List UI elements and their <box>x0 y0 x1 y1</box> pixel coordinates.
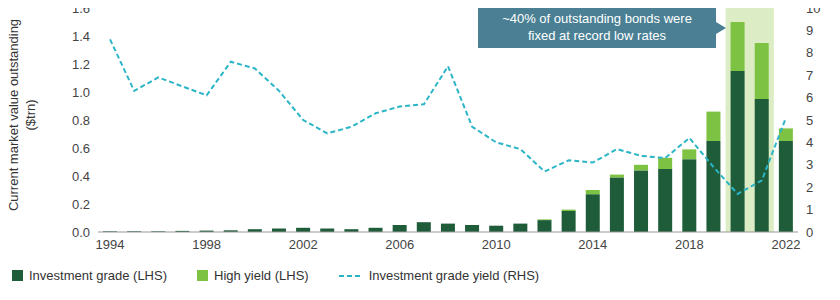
svg-text:2: 2 <box>806 180 813 195</box>
svg-text:3: 3 <box>806 157 813 172</box>
svg-text:0.4: 0.4 <box>72 169 90 184</box>
svg-text:2010: 2010 <box>482 237 511 252</box>
html-text:Current market value outstandi: Current market value outstanding ($trn) <box>6 18 38 212</box>
svg-text:1.2: 1.2 <box>72 57 90 72</box>
svg-text:9: 9 <box>806 23 813 38</box>
svg-text:1998: 1998 <box>192 237 221 252</box>
svg-text:2002: 2002 <box>289 237 318 252</box>
html-text:~40% of outstanding bonds were: ~40% of outstanding bonds were fixed at … <box>502 11 692 43</box>
svg-text:4: 4 <box>806 135 813 150</box>
html-text:Investment grade yield (RHS): Investment grade yield (RHS) <box>368 268 540 283</box>
svg-text:0.8: 0.8 <box>72 113 90 128</box>
svg-text:1.0: 1.0 <box>72 85 90 100</box>
svg-text:2018: 2018 <box>675 237 704 252</box>
html-text:High yield (LHS): High yield (LHS) <box>214 268 309 283</box>
svg-text:0.2: 0.2 <box>72 197 90 212</box>
svg-text:1: 1 <box>806 202 813 217</box>
svg-text:0: 0 <box>806 225 813 240</box>
svg-text:2022: 2022 <box>771 237 800 252</box>
html-text:Investment grade (LHS): Investment grade (LHS) <box>29 268 167 283</box>
svg-text:1994: 1994 <box>96 237 125 252</box>
svg-text:1.4: 1.4 <box>72 29 90 44</box>
svg-text:7: 7 <box>806 68 813 83</box>
svg-text:0.0: 0.0 <box>72 225 90 240</box>
svg-text:2006: 2006 <box>385 237 414 252</box>
svg-text:5: 5 <box>806 113 813 128</box>
svg-text:2014: 2014 <box>578 237 607 252</box>
svg-text:6: 6 <box>806 90 813 105</box>
svg-text:8: 8 <box>806 45 813 60</box>
svg-text:1.6: 1.6 <box>72 8 90 16</box>
svg-text:10: 10 <box>806 8 820 16</box>
svg-text:0.6: 0.6 <box>72 141 90 156</box>
